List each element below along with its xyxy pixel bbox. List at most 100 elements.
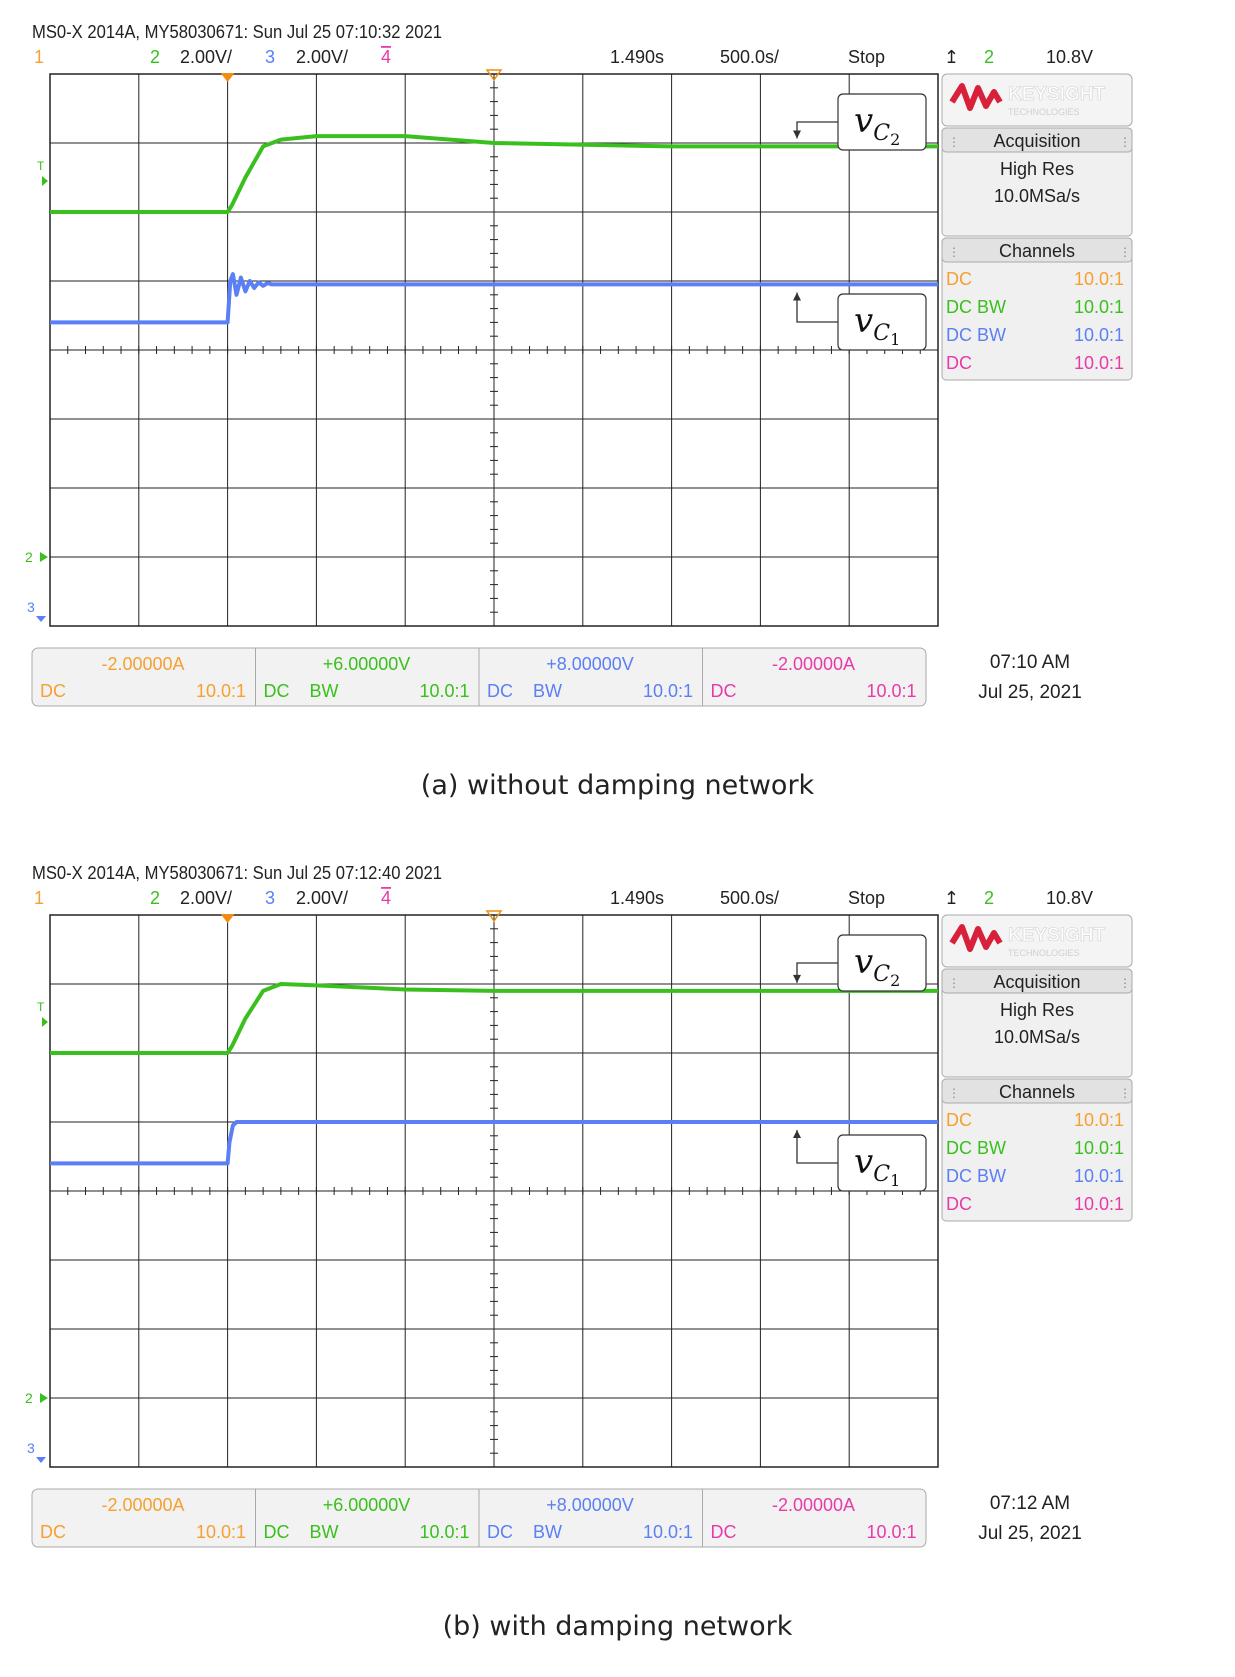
channel-ratio: 10.0:1	[1074, 1110, 1124, 1130]
brand-name: KEYSIGHT	[1008, 84, 1106, 105]
grip-icon: ⋮	[948, 976, 960, 990]
channel-ratio: 10.0:1	[1074, 297, 1124, 317]
brand-box	[941, 914, 1133, 968]
delay-readout: 1.490s	[610, 888, 664, 908]
trigger-edge-icon: ↥	[944, 47, 959, 67]
channel-bar-ratio: 10.0:1	[419, 681, 469, 701]
channel-ratio: 10.0:1	[1074, 353, 1124, 373]
label-vc1-leader	[796, 1130, 838, 1164]
ch3-ground-marker: 3	[27, 1440, 35, 1456]
ch2-indicator: 2	[150, 47, 160, 67]
trace-vC2	[50, 134, 938, 214]
acquisition-rate: 10.0MSa/s	[994, 186, 1080, 206]
label-vc1-arrow	[793, 1130, 801, 1138]
grip-icon: ⋮	[948, 1086, 960, 1100]
label-vc2-arrow	[793, 974, 801, 983]
clock-date: Jul 25, 2021	[978, 682, 1082, 703]
trigger-level-arrow	[42, 176, 48, 186]
brand-box	[941, 73, 1133, 127]
delay-readout: 1.490s	[610, 47, 664, 67]
ch4-indicator: 4	[381, 47, 391, 67]
ch3-ground-arrow	[36, 616, 46, 622]
ch2-scale: 2.00V/	[180, 888, 232, 908]
clock-date: Jul 25, 2021	[978, 1523, 1082, 1544]
channel-bar-ratio: 10.0:1	[196, 681, 246, 701]
brand-sub: TECHNOLOGIES	[1008, 107, 1080, 117]
label-vc1-leader	[796, 292, 838, 323]
grip-icon: ⋮	[948, 245, 960, 259]
channel-bar-coupling: DC	[40, 1522, 66, 1542]
ch1-indicator: 1	[34, 888, 44, 908]
keysight-logo-icon	[949, 924, 1003, 952]
channel-bar-coupling: DC	[40, 681, 66, 701]
label-vc2-arrow	[793, 130, 801, 139]
label-vc1-text: vC1	[854, 301, 900, 349]
ch2-scale: 2.00V/	[180, 47, 232, 67]
acquisition-rate: 10.0MSa/s	[994, 1027, 1080, 1047]
channel-coupling: DC	[946, 269, 972, 289]
channel-bar-coupling: DC	[264, 1522, 290, 1542]
clock-time: 07:12 AM	[990, 1493, 1070, 1514]
label-vc1-text: vC1	[854, 1142, 900, 1190]
channel-bar-bw: BW	[310, 681, 339, 701]
channel-offset: +6.00000V	[323, 654, 411, 674]
channels-header	[941, 1078, 1133, 1104]
label-vc2-text: vC2	[854, 942, 900, 990]
ch2-indicator: 2	[150, 888, 160, 908]
grip-icon: ⋮	[1119, 135, 1131, 149]
channel-coupling: DC BW	[946, 1138, 1006, 1158]
delay-center-marker	[485, 910, 503, 923]
channel-bar-coupling: DC	[711, 681, 737, 701]
channel-bar-bw: BW	[533, 1522, 562, 1542]
run-state: Stop	[848, 47, 885, 67]
label-vc1-arrow	[793, 292, 801, 301]
scope-header: MS0-X 2014A, MY58030671: Sun Jul 25 07:1…	[32, 22, 442, 42]
ch2-ground-marker: 2	[25, 1390, 33, 1406]
channel-coupling: DC	[946, 353, 972, 373]
trigger-position-marker	[220, 73, 235, 82]
channel-bar-ratio: 10.0:1	[866, 681, 916, 701]
channels-header	[941, 237, 1133, 263]
trace-vC2	[50, 982, 938, 1055]
channel-bar-ratio: 10.0:1	[866, 1522, 916, 1542]
trigger-level: 10.8V	[1046, 47, 1093, 67]
channels-title: Channels	[999, 241, 1075, 261]
channel-ratio: 10.0:1	[1074, 1138, 1124, 1158]
channel-offset: +6.00000V	[323, 1495, 411, 1515]
channel-ratio: 10.0:1	[1074, 269, 1124, 289]
ch4-indicator: 4	[381, 888, 391, 908]
label-vc2-text: vC2	[854, 101, 900, 149]
trace-vC1	[50, 272, 938, 325]
channel-bar-ratio: 10.0:1	[643, 681, 693, 701]
brand-sub: TECHNOLOGIES	[1008, 948, 1080, 958]
grip-icon: ⋮	[1119, 245, 1131, 259]
scope-panel-b: MS0-X 2014A, MY58030671: Sun Jul 25 07:1…	[0, 841, 1235, 1677]
channel-bar-bw: BW	[533, 681, 562, 701]
trigger-source: 2	[984, 888, 994, 908]
channel-ratio: 10.0:1	[1074, 325, 1124, 345]
trigger-edge-icon: ↥	[944, 888, 959, 908]
ch3-ground-marker: 3	[27, 599, 35, 615]
ch2-ground-arrow	[40, 1393, 48, 1403]
channel-coupling: DC	[946, 1110, 972, 1130]
acquisition-header	[941, 127, 1133, 153]
channel-ratio: 10.0:1	[1074, 1194, 1124, 1214]
channel-offset: +8.00000V	[546, 1495, 634, 1515]
caption-b: (b) with damping network	[442, 1611, 793, 1642]
channel-offset: -2.00000A	[772, 1495, 855, 1515]
channel-bar-ratio: 10.0:1	[643, 1522, 693, 1542]
run-state: Stop	[848, 888, 885, 908]
channel-offset: -2.00000A	[772, 654, 855, 674]
grip-icon: ⋮	[1119, 1086, 1131, 1100]
channel-offset: +8.00000V	[546, 654, 634, 674]
channel-bar-coupling: DC	[264, 681, 290, 701]
channel-bar-ratio: 10.0:1	[196, 1522, 246, 1542]
trigger-level-marker: T	[37, 159, 45, 173]
scope-header: MS0-X 2014A, MY58030671: Sun Jul 25 07:1…	[32, 863, 442, 883]
delay-center-marker	[485, 69, 503, 82]
grip-icon: ⋮	[1119, 976, 1131, 990]
channel-ratio: 10.0:1	[1074, 1166, 1124, 1186]
brand-name: KEYSIGHT	[1008, 925, 1106, 946]
acquisition-title: Acquisition	[993, 972, 1080, 992]
ch2-ground-arrow	[40, 552, 48, 562]
